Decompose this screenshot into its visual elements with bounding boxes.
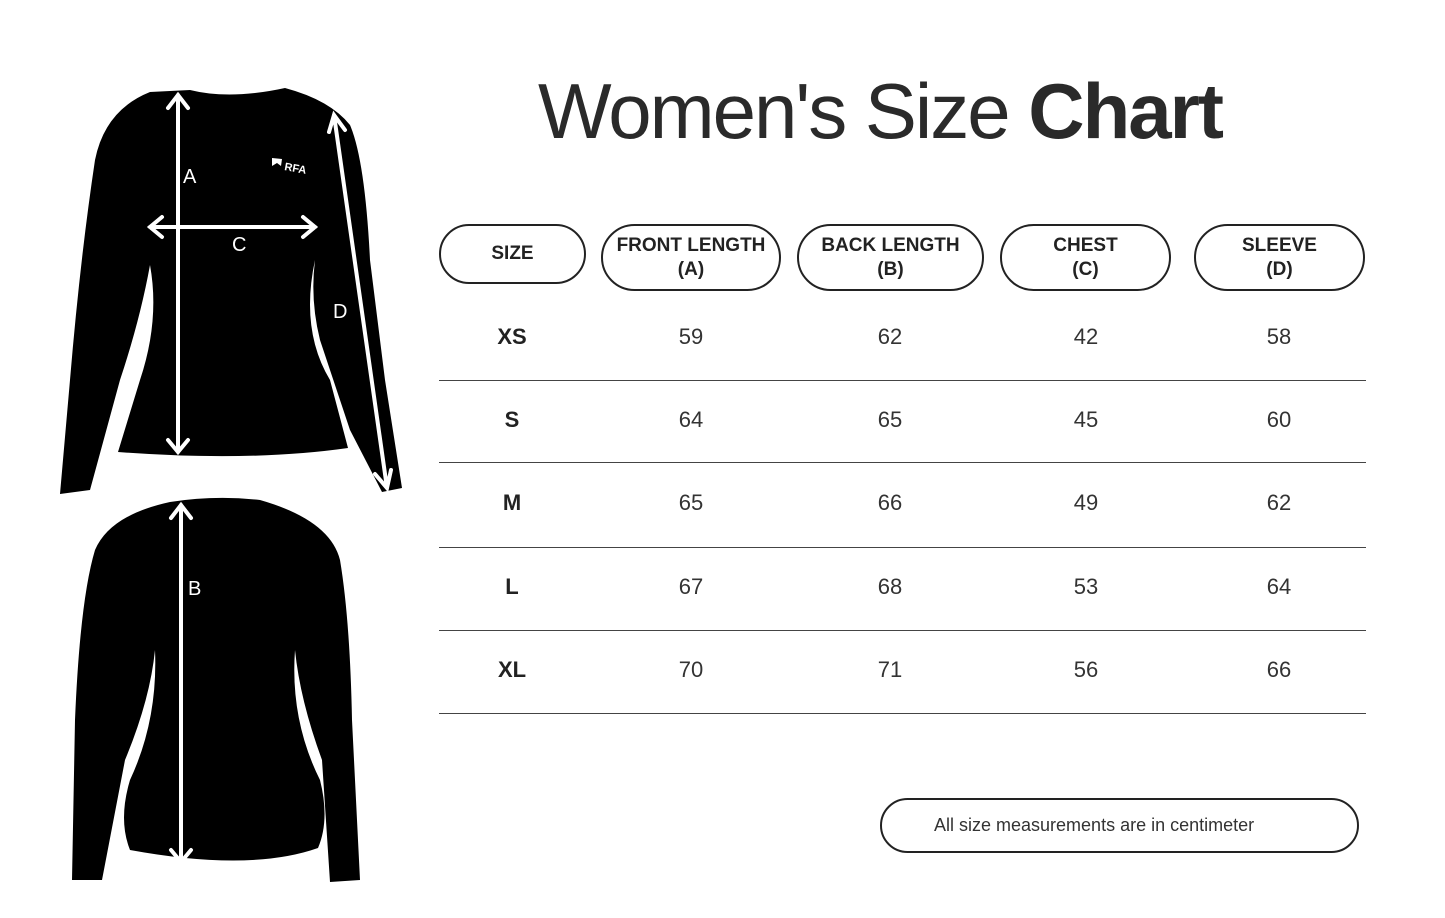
arrow-b-icon — [169, 501, 193, 866]
header-line1: SLEEVE — [1242, 234, 1317, 256]
label-b: B — [188, 578, 201, 600]
title-bold: Chart — [1028, 67, 1224, 155]
header-chest: CHEST (C) — [1000, 224, 1171, 291]
chest-value: 42 — [1073, 324, 1099, 349]
label-d: D — [333, 301, 347, 323]
back-length-value: 62 — [877, 324, 903, 349]
sleeve-value: 60 — [1266, 407, 1292, 432]
header-line1: FRONT LENGTH — [616, 234, 766, 256]
row-divider — [439, 547, 1366, 548]
size-label: S — [504, 407, 520, 432]
back-length-value: 65 — [877, 407, 903, 432]
arrow-c-icon — [146, 215, 319, 239]
header-line1: CHEST — [1053, 234, 1118, 256]
front-length-value: 70 — [678, 657, 704, 682]
back-length-value: 71 — [877, 657, 903, 682]
label-c: C — [232, 234, 246, 256]
sleeve-value: 62 — [1266, 490, 1292, 515]
row-divider — [439, 630, 1366, 631]
chest-value: 49 — [1073, 490, 1099, 515]
size-label: M — [502, 490, 522, 515]
header-line1: BACK LENGTH — [821, 234, 960, 256]
back-length-value: 68 — [877, 574, 903, 599]
title-regular: Women's Size — [538, 67, 1029, 155]
header-sleeve: SLEEVE (D) — [1194, 224, 1365, 291]
size-label: XS — [497, 324, 527, 349]
arrow-d-icon — [327, 110, 393, 493]
header-back-length: BACK LENGTH (B) — [797, 224, 984, 291]
brand-logo: RFA — [283, 161, 307, 177]
page-title: Women's Size Chart — [430, 66, 1330, 157]
size-label: XL — [497, 657, 527, 682]
header-front-length: FRONT LENGTH (A) — [601, 224, 781, 291]
back-shirt-silhouette — [72, 497, 360, 882]
logo-flag-icon — [272, 158, 282, 166]
front-shirt-silhouette — [60, 88, 402, 494]
chest-value: 45 — [1073, 407, 1099, 432]
arrow-a-icon — [166, 91, 190, 456]
sleeve-value: 66 — [1266, 657, 1292, 682]
front-length-value: 67 — [678, 574, 704, 599]
sleeve-value: 58 — [1266, 324, 1292, 349]
front-length-value: 64 — [678, 407, 704, 432]
header-size: SIZE — [439, 224, 586, 284]
row-divider — [439, 713, 1366, 714]
label-a: A — [183, 166, 197, 188]
header-line2: (D) — [1266, 258, 1293, 280]
header-line2: (C) — [1072, 258, 1099, 280]
units-note: All size measurements are in centimeter — [880, 798, 1359, 853]
front-length-value: 65 — [678, 490, 704, 515]
size-label: L — [505, 574, 519, 599]
header-line1: SIZE — [491, 243, 534, 264]
front-shirt-diagram: A C D RFA B — [60, 88, 402, 882]
front-length-value: 59 — [678, 324, 704, 349]
row-divider — [439, 462, 1366, 463]
chest-value: 53 — [1073, 574, 1099, 599]
header-line2: (B) — [877, 258, 904, 280]
header-line2: (A) — [677, 258, 705, 280]
sleeve-value: 64 — [1266, 574, 1292, 599]
back-length-value: 66 — [877, 490, 903, 515]
chest-value: 56 — [1073, 657, 1099, 682]
row-divider — [439, 380, 1366, 381]
